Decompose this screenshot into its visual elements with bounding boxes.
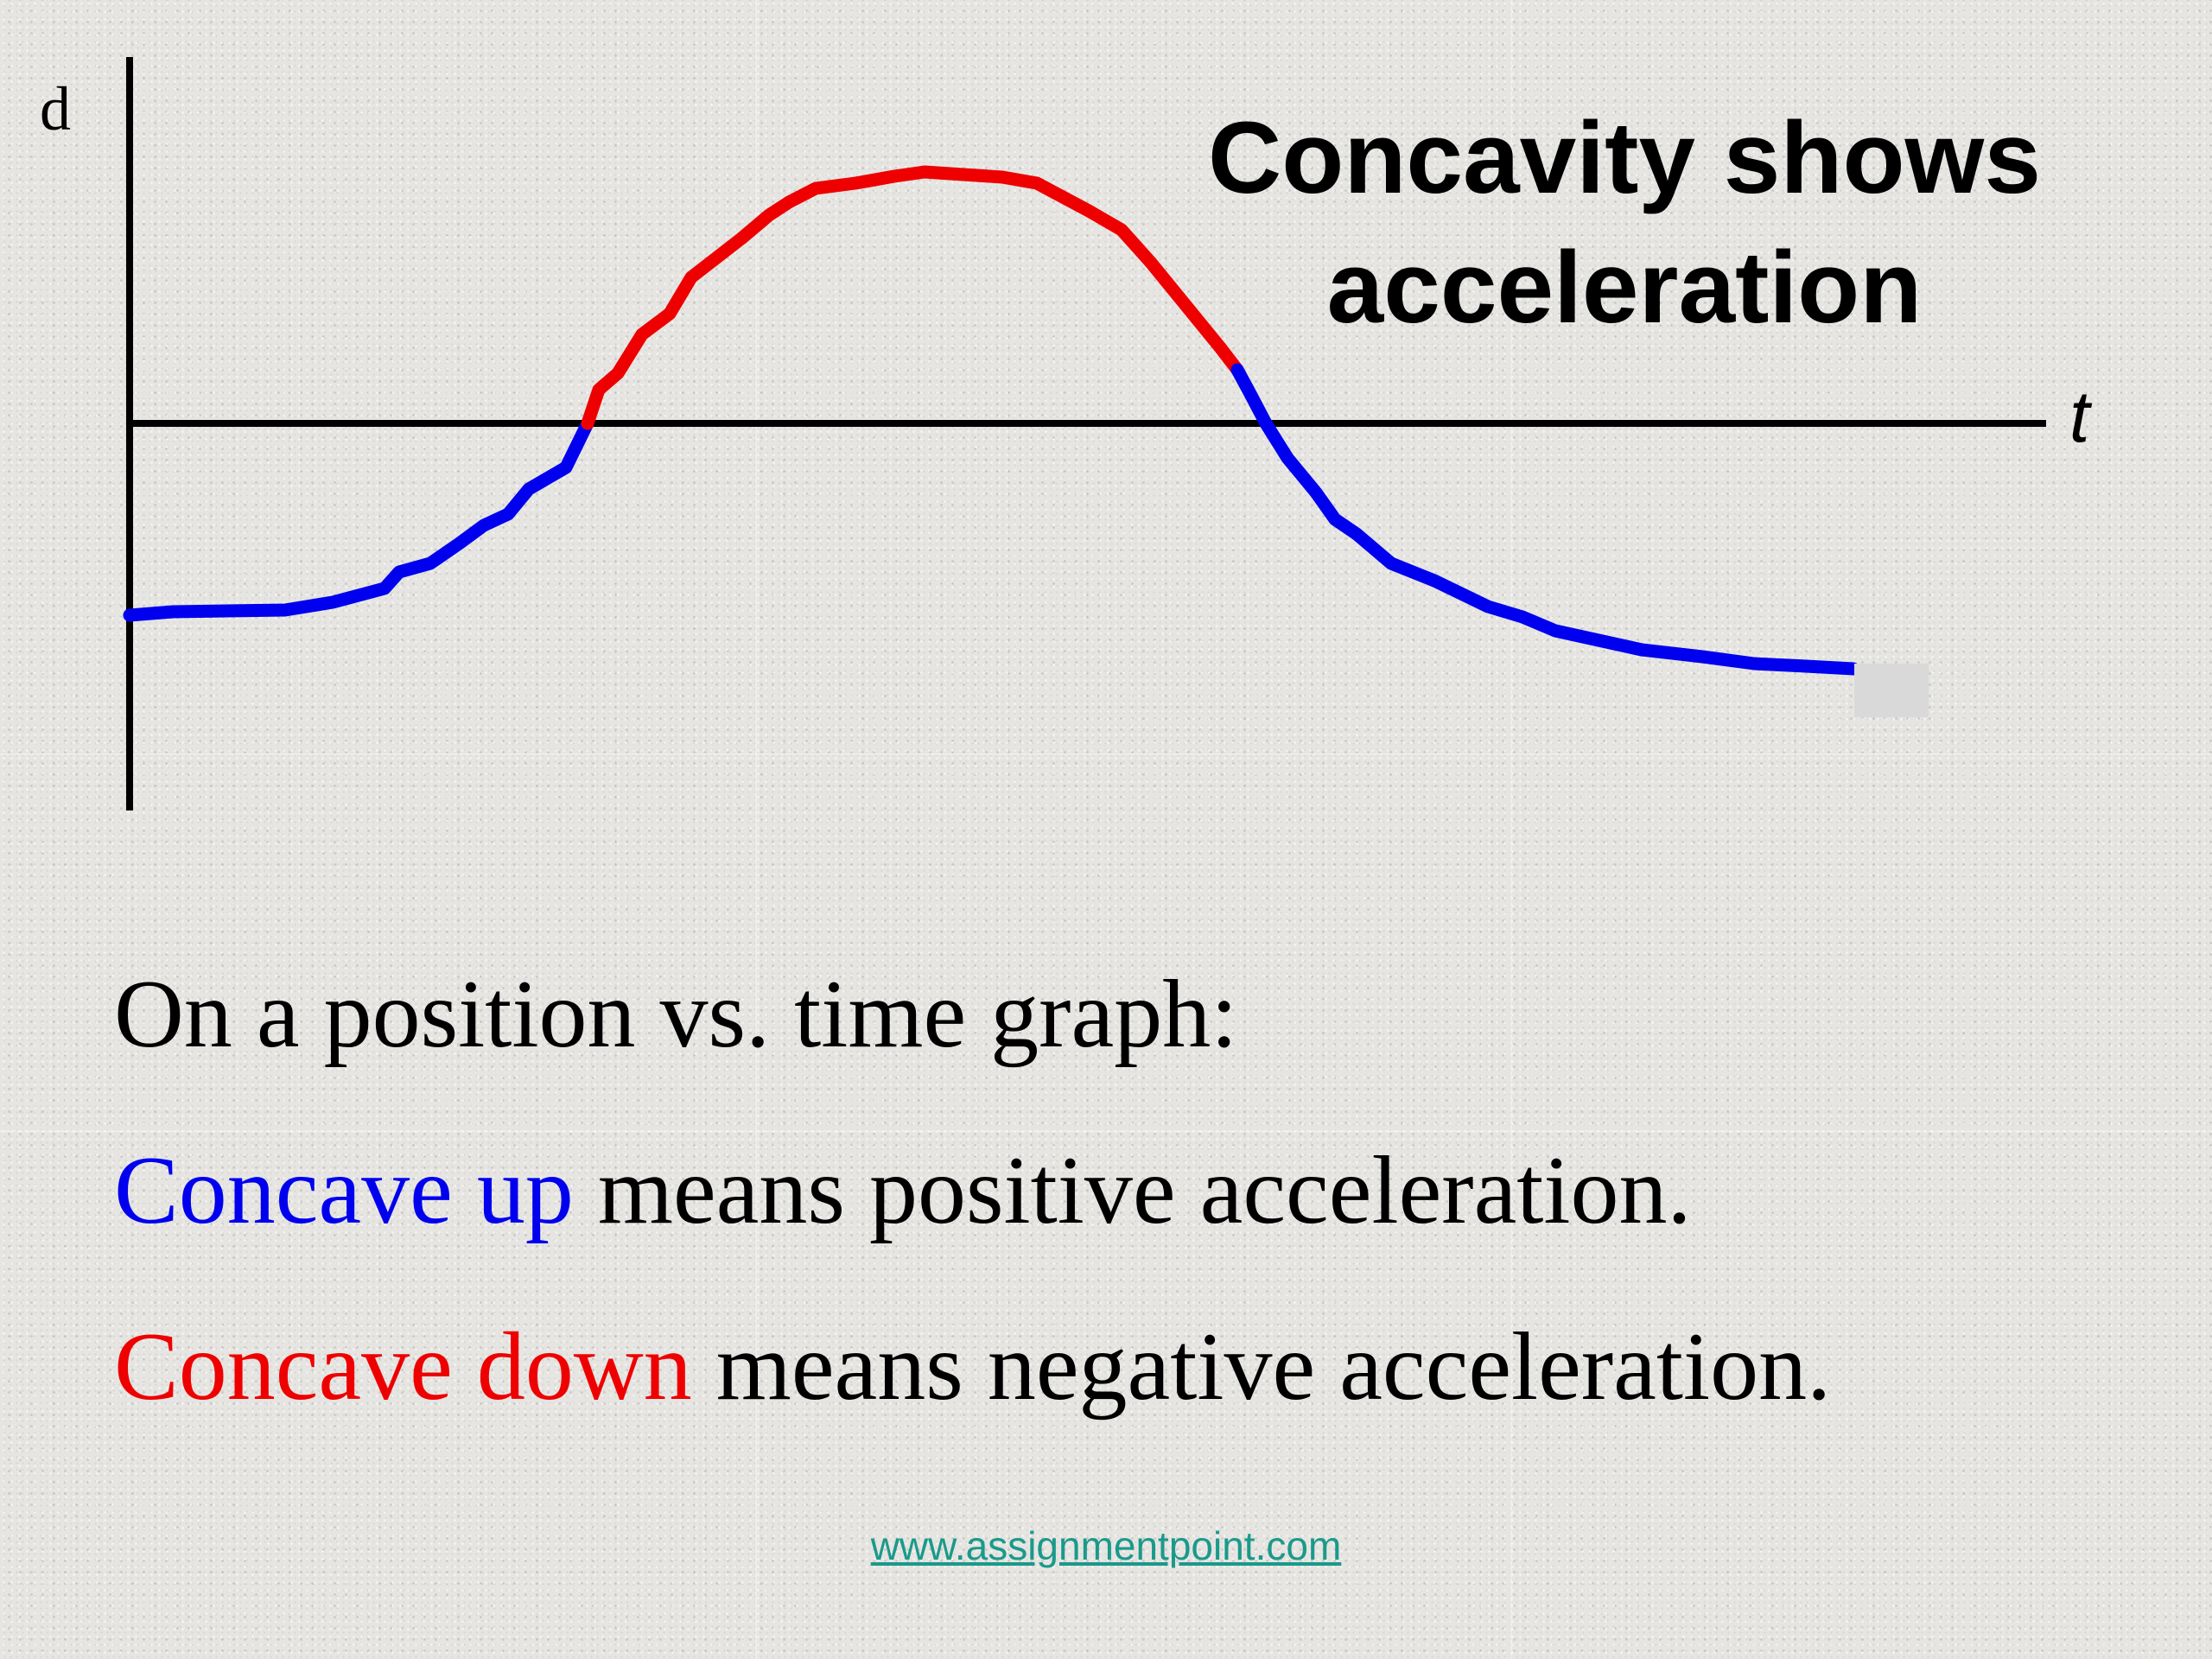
concave-up-term: Concave up <box>114 1137 574 1244</box>
concave-up-right-segment <box>1230 363 1860 676</box>
title-line-1: Concavity shows <box>1208 101 2041 215</box>
position-time-graph <box>123 57 2046 810</box>
intro-text: On a position vs. time graph: <box>114 961 1238 1068</box>
background-seam <box>0 753 2212 755</box>
concave-down-explanation: means negative acceleration. <box>691 1313 1832 1421</box>
x-axis-label: t <box>2069 376 2090 457</box>
website-link[interactable]: www.assignmentpoint.com <box>870 1523 1342 1568</box>
background-seam <box>755 0 757 1659</box>
concave-up-explanation: means positive acceleration. <box>573 1137 1692 1244</box>
concave-down-segment <box>581 165 1244 430</box>
concave-down-statement: Concave down means negative acceleration… <box>114 1319 1831 1415</box>
concave-up-statement: Concave up means positive acceleration. <box>114 1142 1692 1239</box>
title-line-2: acceleration <box>1326 231 1923 345</box>
placeholder-box <box>1854 664 1929 717</box>
background-seam <box>0 1130 2212 1132</box>
y-axis-label: d <box>40 74 71 143</box>
concave-up-left-segment <box>123 416 594 622</box>
concave-down-term: Concave down <box>114 1313 692 1421</box>
background-seam <box>1510 0 1512 1659</box>
slide-title: Concavity shows acceleration <box>1123 93 2126 353</box>
